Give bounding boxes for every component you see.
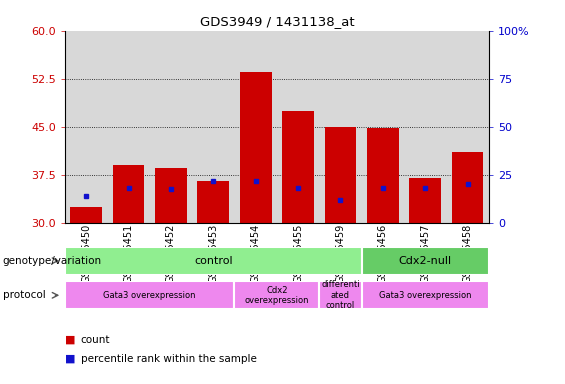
Bar	[234, 31, 277, 223]
Text: Cdx2-null: Cdx2-null	[398, 256, 452, 266]
Text: ■: ■	[65, 354, 76, 364]
Text: Cdx2
overexpression: Cdx2 overexpression	[245, 286, 309, 305]
Bar	[362, 247, 489, 275]
Text: differenti
ated
control: differenti ated control	[321, 280, 360, 310]
Text: Gata3 overexpression: Gata3 overexpression	[103, 291, 196, 300]
Text: genotype/variation: genotype/variation	[3, 256, 102, 266]
Bar	[446, 31, 489, 223]
Bar	[65, 31, 107, 223]
Bar	[362, 281, 489, 309]
Bar	[404, 31, 446, 223]
Bar	[234, 281, 319, 309]
Bar	[409, 178, 441, 223]
Bar	[319, 281, 362, 309]
Text: count: count	[81, 335, 110, 345]
Bar	[367, 128, 399, 223]
Text: ■: ■	[65, 335, 76, 345]
Text: protocol: protocol	[3, 290, 46, 300]
Bar	[277, 31, 319, 223]
Bar	[155, 168, 187, 223]
Bar	[65, 281, 234, 309]
Bar	[451, 152, 484, 223]
Bar	[240, 72, 272, 223]
Bar	[319, 31, 362, 223]
Text: Gata3 overexpression: Gata3 overexpression	[379, 291, 471, 300]
Bar	[192, 31, 234, 223]
Bar	[70, 207, 102, 223]
Text: control: control	[194, 256, 233, 266]
Bar	[282, 111, 314, 223]
Bar	[112, 165, 145, 223]
Text: percentile rank within the sample: percentile rank within the sample	[81, 354, 257, 364]
Bar	[65, 247, 362, 275]
Bar	[107, 31, 150, 223]
Bar	[197, 181, 229, 223]
Bar	[362, 31, 404, 223]
Bar	[324, 127, 357, 223]
Text: GDS3949 / 1431138_at: GDS3949 / 1431138_at	[199, 15, 354, 28]
Bar	[150, 31, 192, 223]
